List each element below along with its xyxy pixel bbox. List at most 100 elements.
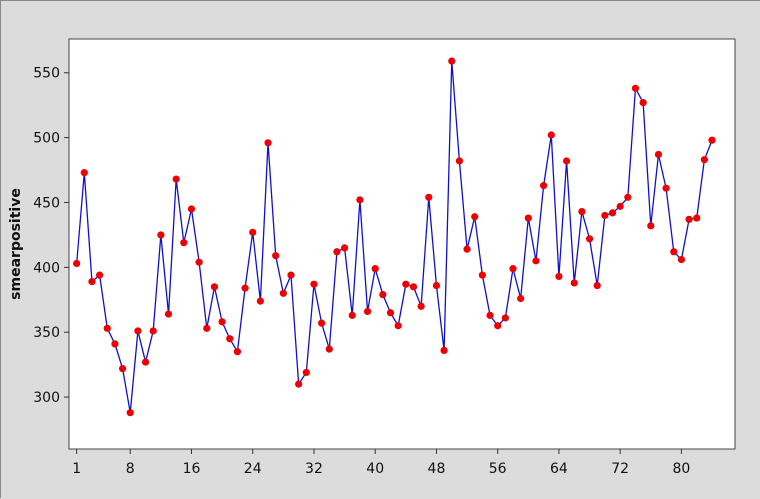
data-point bbox=[80, 169, 88, 177]
data-point bbox=[463, 245, 471, 253]
data-point bbox=[570, 279, 578, 287]
y-tick-label: 500 bbox=[33, 131, 60, 147]
data-point bbox=[96, 271, 104, 279]
data-point bbox=[241, 284, 249, 292]
data-point bbox=[616, 202, 624, 210]
x-axis: 1 8 16 24 32 40 48 56 64 72 80 bbox=[72, 449, 690, 477]
data-point bbox=[187, 205, 196, 213]
data-point bbox=[295, 380, 303, 388]
data-point bbox=[279, 289, 287, 297]
data-point bbox=[118, 364, 127, 373]
data-point bbox=[693, 214, 701, 222]
x-tick-label: 64 bbox=[550, 461, 568, 477]
x-tick-label: 16 bbox=[183, 461, 201, 477]
data-point bbox=[363, 307, 372, 316]
data-point bbox=[432, 281, 441, 290]
data-point bbox=[578, 207, 586, 216]
data-point bbox=[647, 222, 655, 230]
data-point bbox=[157, 231, 165, 239]
x-tick-label: 8 bbox=[126, 461, 135, 477]
data-point bbox=[700, 156, 708, 164]
y-axis-title: smearpositive bbox=[8, 188, 24, 300]
data-point bbox=[585, 235, 594, 243]
data-point bbox=[325, 345, 333, 353]
y-tick-label: 450 bbox=[33, 195, 60, 211]
y-tick-label: 550 bbox=[33, 66, 60, 82]
data-point bbox=[340, 244, 349, 252]
data-point bbox=[310, 280, 318, 288]
x-tick-label: 72 bbox=[611, 461, 629, 477]
data-point bbox=[134, 327, 142, 335]
data-point bbox=[670, 248, 678, 256]
data-point bbox=[149, 327, 157, 335]
data-point bbox=[685, 215, 693, 223]
plot-area bbox=[68, 38, 736, 450]
y-tick-label: 400 bbox=[33, 260, 60, 276]
data-point bbox=[501, 314, 509, 322]
data-point bbox=[601, 211, 609, 220]
data-point bbox=[639, 98, 647, 107]
data-point bbox=[180, 239, 188, 247]
data-point bbox=[517, 294, 525, 303]
data-point bbox=[509, 265, 517, 273]
data-point bbox=[662, 184, 670, 192]
y-tick-label: 350 bbox=[33, 325, 60, 341]
data-point bbox=[287, 271, 295, 279]
data-point bbox=[532, 257, 540, 265]
data-points bbox=[73, 57, 716, 417]
data-point bbox=[371, 265, 379, 273]
data-point bbox=[164, 310, 173, 318]
data-point bbox=[524, 214, 532, 222]
data-point bbox=[195, 258, 203, 266]
data-point bbox=[631, 84, 640, 92]
data-point bbox=[233, 348, 242, 356]
x-tick-label: 80 bbox=[672, 461, 690, 477]
x-tick-label: 56 bbox=[489, 461, 507, 477]
data-point bbox=[103, 324, 111, 332]
data-point bbox=[547, 131, 555, 139]
data-point bbox=[256, 297, 264, 305]
x-tick-label: 48 bbox=[428, 461, 446, 477]
data-point bbox=[654, 150, 663, 159]
data-point bbox=[455, 157, 464, 165]
data-point bbox=[88, 278, 96, 286]
data-point bbox=[677, 255, 686, 264]
data-point bbox=[394, 322, 402, 330]
data-point bbox=[471, 213, 479, 221]
data-point bbox=[203, 324, 211, 332]
data-point bbox=[318, 319, 326, 327]
data-point bbox=[708, 136, 716, 144]
data-point bbox=[440, 346, 448, 354]
data-point bbox=[555, 272, 563, 281]
data-point bbox=[425, 193, 433, 201]
data-point bbox=[417, 302, 425, 310]
data-point bbox=[210, 283, 219, 291]
data-point bbox=[593, 281, 601, 290]
x-tick-label: 40 bbox=[366, 461, 384, 477]
data-point bbox=[111, 340, 119, 348]
data-point bbox=[264, 139, 272, 147]
data-point bbox=[486, 311, 494, 319]
data-point bbox=[562, 157, 571, 165]
data-point bbox=[141, 358, 150, 366]
data-point bbox=[272, 252, 280, 260]
data-point bbox=[379, 291, 387, 299]
data-point bbox=[126, 409, 134, 417]
x-tick-label: 32 bbox=[305, 461, 323, 477]
data-point bbox=[608, 209, 617, 217]
x-tick-label: 1 bbox=[72, 461, 81, 477]
data-point bbox=[226, 335, 234, 343]
data-point bbox=[249, 228, 257, 236]
data-point bbox=[624, 193, 632, 201]
data-point bbox=[218, 318, 226, 326]
data-point bbox=[494, 322, 502, 330]
y-tick-label: 300 bbox=[33, 390, 60, 406]
data-point bbox=[348, 311, 356, 319]
data-point bbox=[386, 309, 395, 317]
data-point bbox=[356, 196, 364, 204]
data-point bbox=[302, 368, 310, 377]
x-tick-label: 24 bbox=[244, 461, 262, 477]
data-point bbox=[73, 259, 81, 268]
